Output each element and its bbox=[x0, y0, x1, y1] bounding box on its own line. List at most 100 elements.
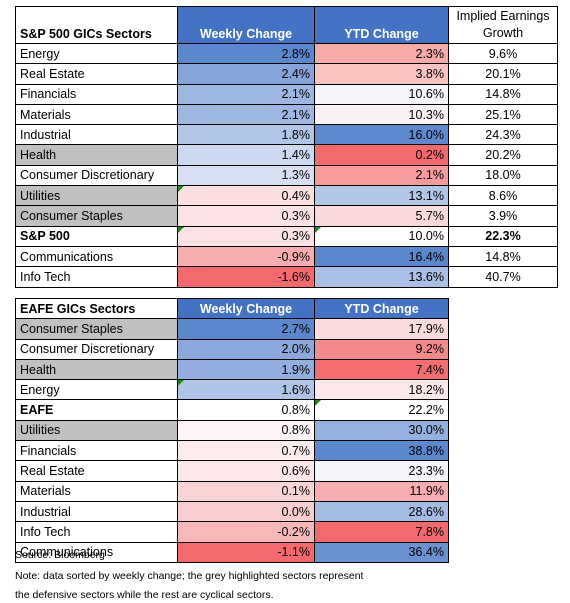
sector-column-header: EAFE GICs Sectors bbox=[15, 297, 178, 320]
implied-earnings-growth-cell: 18.0% bbox=[448, 164, 558, 187]
table-row: Info Tech -0.2% 7.8% bbox=[15, 521, 449, 543]
weekly-change-cell: 1.6% bbox=[177, 379, 315, 401]
ytd-change-cell: 10.0% bbox=[314, 225, 449, 247]
ytd-change-cell: 9.2% bbox=[314, 338, 449, 360]
table-row: Industrial 1.8% 16.0% 24.3% bbox=[15, 124, 558, 146]
implied-earnings-growth-cell: 3.9% bbox=[448, 205, 558, 227]
table-row: Energy 2.8% 2.3% 9.6% bbox=[15, 42, 558, 65]
table-row: S&P 500 0.3% 10.0% 22.3% bbox=[15, 225, 558, 247]
table-row: Health 1.9% 7.4% bbox=[15, 358, 449, 381]
sector-name-cell: Health bbox=[15, 144, 178, 166]
ytd-change-cell: 23.3% bbox=[314, 460, 449, 482]
implied-earnings-growth-cell: 14.8% bbox=[448, 83, 558, 105]
table-header-row: S&P 500 GICs Sectors Weekly Change YTD C… bbox=[15, 6, 558, 44]
ytd-change-column-header: YTD Change bbox=[314, 6, 449, 44]
sector-name-cell: S&P 500 bbox=[15, 225, 178, 247]
weekly-change-cell: 0.6% bbox=[177, 460, 315, 482]
sector-name-cell: Energy bbox=[15, 379, 178, 401]
ytd-change-cell: 36.4% bbox=[314, 541, 449, 563]
sector-name-cell: Health bbox=[15, 358, 178, 381]
ytd-change-cell: 5.7% bbox=[314, 205, 449, 227]
table-row: Consumer Staples 2.7% 17.9% bbox=[15, 318, 449, 340]
table-row: Industrial 0.0% 28.6% bbox=[15, 500, 449, 523]
ytd-change-cell: 3.8% bbox=[314, 63, 449, 85]
weekly-change-column-header: Weekly Change bbox=[177, 6, 315, 44]
table-row: Real Estate 2.4% 3.8% 20.1% bbox=[15, 63, 558, 85]
weekly-change-cell: 0.7% bbox=[177, 440, 315, 462]
ytd-change-cell: 30.0% bbox=[314, 419, 449, 442]
ytd-change-cell: 13.6% bbox=[314, 266, 449, 288]
weekly-change-cell: 2.7% bbox=[177, 318, 315, 340]
sector-name-cell: Utilities bbox=[15, 419, 178, 442]
sector-name-cell: Industrial bbox=[15, 500, 178, 523]
weekly-change-cell: -0.2% bbox=[177, 521, 315, 543]
ytd-change-cell: 18.2% bbox=[314, 379, 449, 401]
weekly-change-cell: 2.1% bbox=[177, 103, 315, 126]
sector-name-cell: Financials bbox=[15, 440, 178, 462]
sector-name-cell: Energy bbox=[15, 42, 178, 65]
implied-earnings-header-line1: Implied Earnings bbox=[456, 9, 550, 23]
table-row: Financials 0.7% 38.8% bbox=[15, 440, 449, 462]
sector-name-cell: Utilities bbox=[15, 185, 178, 207]
table-row: Financials 2.1% 10.6% 14.8% bbox=[15, 83, 558, 105]
table-row: Real Estate 0.6% 23.3% bbox=[15, 460, 449, 482]
weekly-change-cell: 0.3% bbox=[177, 225, 315, 247]
implied-earnings-growth-cell: 22.3% bbox=[448, 225, 558, 247]
sector-name-cell: Materials bbox=[15, 480, 178, 502]
weekly-change-cell: 0.3% bbox=[177, 205, 315, 227]
ytd-change-cell: 2.3% bbox=[314, 42, 449, 65]
sector-name-cell: Communications bbox=[15, 541, 178, 563]
sp500-sectors-table: S&P 500 GICs Sectors Weekly Change YTD C… bbox=[15, 6, 558, 288]
sector-name-cell: Materials bbox=[15, 103, 178, 126]
ytd-change-cell: 13.1% bbox=[314, 185, 449, 207]
table-row: Communications -1.1% 36.4% bbox=[15, 541, 449, 563]
weekly-change-cell: 2.1% bbox=[177, 83, 315, 105]
implied-earnings-header-line2: Growth bbox=[482, 26, 524, 40]
ytd-change-cell: 38.8% bbox=[314, 440, 449, 462]
weekly-change-cell: 1.4% bbox=[177, 144, 315, 166]
sector-name-cell: Info Tech bbox=[15, 266, 178, 288]
sector-name-cell: Real Estate bbox=[15, 460, 178, 482]
table-row: Communications -0.9% 16.4% 14.8% bbox=[15, 245, 558, 268]
ytd-change-cell: 7.8% bbox=[314, 521, 449, 543]
table-row: Consumer Discretionary 2.0% 9.2% bbox=[15, 338, 449, 360]
weekly-change-cell: 2.0% bbox=[177, 338, 315, 360]
table-row: Utilities 0.8% 30.0% bbox=[15, 419, 449, 442]
implied-earnings-growth-cell: 20.2% bbox=[448, 144, 558, 166]
sector-name-cell: Communications bbox=[15, 245, 178, 268]
ytd-change-cell: 22.2% bbox=[314, 399, 449, 421]
sector-name-cell: EAFE bbox=[15, 399, 178, 421]
ytd-change-cell: 2.1% bbox=[314, 164, 449, 187]
table-row: Info Tech -1.6% 13.6% 40.7% bbox=[15, 266, 558, 288]
ytd-change-cell: 10.6% bbox=[314, 83, 449, 105]
sector-name-cell: Industrial bbox=[15, 124, 178, 146]
implied-earnings-growth-cell: 8.6% bbox=[448, 185, 558, 207]
table-header-row: EAFE GICs Sectors Weekly Change YTD Chan… bbox=[15, 297, 449, 320]
sector-name-cell: Real Estate bbox=[15, 63, 178, 85]
eafe-sectors-table: EAFE GICs Sectors Weekly Change YTD Chan… bbox=[15, 297, 449, 563]
sector-name-cell: Consumer Discretionary bbox=[15, 164, 178, 187]
table-row: Materials 0.1% 11.9% bbox=[15, 480, 449, 502]
table-row: Health 1.4% 0.2% 20.2% bbox=[15, 144, 558, 166]
ytd-change-cell: 16.0% bbox=[314, 124, 449, 146]
ytd-change-cell: 16.4% bbox=[314, 245, 449, 268]
implied-earnings-growth-cell: 20.1% bbox=[448, 63, 558, 85]
weekly-change-cell: 0.1% bbox=[177, 480, 315, 502]
implied-earnings-growth-cell: 9.6% bbox=[448, 42, 558, 65]
weekly-change-cell: 1.9% bbox=[177, 358, 315, 381]
weekly-change-column-header: Weekly Change bbox=[177, 297, 315, 320]
ytd-change-cell: 7.4% bbox=[314, 358, 449, 381]
weekly-change-cell: -1.6% bbox=[177, 266, 315, 288]
table-row: Energy 1.6% 18.2% bbox=[15, 379, 449, 401]
ytd-change-cell: 0.2% bbox=[314, 144, 449, 166]
weekly-change-cell: -1.1% bbox=[177, 541, 315, 563]
ytd-change-cell: 10.3% bbox=[314, 103, 449, 126]
implied-earnings-growth-cell: 14.8% bbox=[448, 245, 558, 268]
weekly-change-cell: 1.3% bbox=[177, 164, 315, 187]
sector-name-cell: Info Tech bbox=[15, 521, 178, 543]
implied-earnings-growth-column-header: Implied Earnings Growth bbox=[448, 6, 558, 44]
sector-column-header: S&P 500 GICs Sectors bbox=[15, 6, 178, 44]
weekly-change-cell: 0.8% bbox=[177, 399, 315, 421]
implied-earnings-growth-cell: 25.1% bbox=[448, 103, 558, 126]
sector-name-cell: Financials bbox=[15, 83, 178, 105]
